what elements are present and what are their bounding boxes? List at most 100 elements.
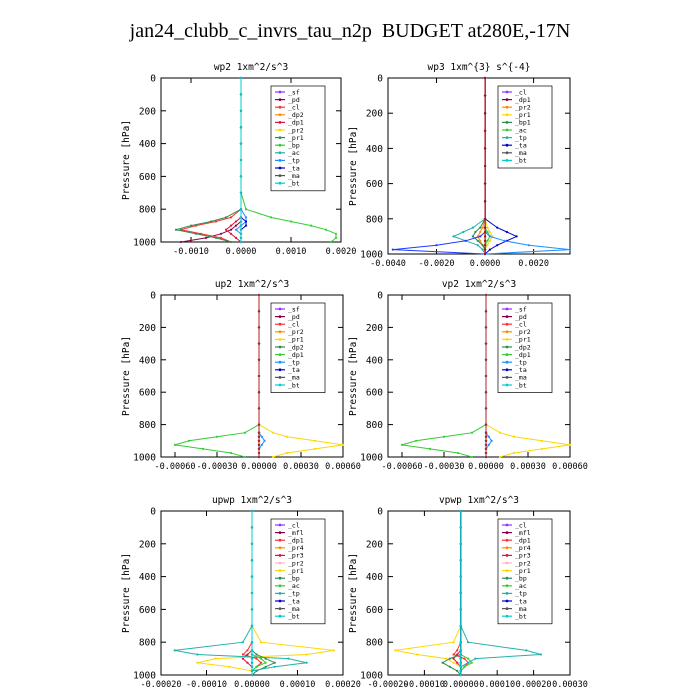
series-point <box>257 423 261 426</box>
series-point <box>173 443 177 446</box>
series-point <box>285 435 289 438</box>
series-point <box>260 443 263 446</box>
series-point <box>484 374 488 378</box>
legend-marker <box>278 546 282 550</box>
legend-marker <box>505 531 509 534</box>
chart-title: wp3 1xm^{3} s^{-4} <box>428 62 531 73</box>
series-point <box>486 239 489 242</box>
series-point <box>459 669 462 672</box>
series-line <box>395 511 462 675</box>
chart-title: up2 1xm^2/s^3 <box>215 279 289 290</box>
legend-label: _tp <box>515 134 527 142</box>
legend-label: _ma <box>515 149 527 157</box>
x-tick-label: -0.00010 <box>186 680 227 690</box>
series-point <box>257 374 261 378</box>
legend-marker <box>505 121 509 124</box>
legend-label: _bp1 <box>515 119 531 127</box>
series-point <box>229 228 233 231</box>
legend-marker <box>278 607 282 610</box>
x-tick-label: -0.00060 <box>155 462 196 472</box>
series-point <box>224 216 228 219</box>
series-point <box>459 591 462 595</box>
series-point <box>483 200 487 203</box>
x-tick-label: -0.00020 <box>141 680 182 690</box>
series-point <box>483 76 487 80</box>
series-point <box>215 435 219 438</box>
legend-label: _tp <box>288 590 300 598</box>
series-point <box>416 653 419 656</box>
series-point <box>470 661 473 664</box>
series-point <box>257 439 261 442</box>
legend-label: _pd <box>515 313 527 321</box>
series-point <box>250 559 254 562</box>
series-point <box>484 342 488 345</box>
series-point <box>239 93 243 96</box>
series-point <box>448 665 451 668</box>
y-axis-label: Pressure [hPa] <box>348 553 359 633</box>
series-point <box>496 244 499 247</box>
y-axis-label: Pressure [hPa] <box>348 126 359 206</box>
series-point <box>243 455 247 459</box>
y-tick-label: 600 <box>139 388 156 399</box>
x-tick-label: 0.00000 <box>443 680 479 690</box>
legend-marker <box>278 368 282 372</box>
legend-label: _cl <box>288 104 300 112</box>
y-tick-label: 800 <box>366 638 383 649</box>
legend-label: _pr1 <box>288 134 304 142</box>
legend-label: _pr1 <box>515 111 531 119</box>
legend-label: _bt <box>515 381 527 389</box>
series-point <box>483 182 487 185</box>
series-point <box>484 451 488 455</box>
x-tick-label: 0.00030 <box>510 462 546 472</box>
legend-marker <box>505 136 509 139</box>
x-tick-label: -0.00010 <box>404 680 445 690</box>
series-point <box>263 439 266 442</box>
x-tick-label: -0.00030 <box>197 462 238 472</box>
series-point <box>474 230 477 234</box>
x-tick-label: 0.00030 <box>283 462 319 472</box>
series-point <box>463 657 466 660</box>
legend-label: _bt <box>288 180 300 188</box>
legend-marker <box>278 113 282 117</box>
legend-label: _bt <box>515 157 527 165</box>
series-point <box>568 443 572 446</box>
legend-marker <box>278 181 282 185</box>
chart-title: wp2 1xm^2/s^3 <box>214 62 288 73</box>
legend-label: _dp2 <box>288 111 304 119</box>
series-point <box>341 443 345 446</box>
y-tick-label: 400 <box>139 355 156 366</box>
series-point <box>271 455 275 459</box>
y-tick-label: 200 <box>139 106 156 117</box>
legend-label: _pd <box>288 96 300 104</box>
y-tick-label: 1000 <box>133 671 156 682</box>
series-point <box>459 657 462 660</box>
legend-label: _ma <box>288 374 300 382</box>
series-point <box>173 649 176 652</box>
series-point <box>264 661 267 664</box>
series-point <box>257 455 261 459</box>
series-point <box>309 224 313 227</box>
series-point <box>512 451 516 455</box>
x-tick-label: 0.00020 <box>516 680 552 690</box>
legend-label: _pr1 <box>288 567 304 575</box>
series-point <box>474 657 477 660</box>
series-point <box>285 451 289 455</box>
series-point <box>239 142 243 145</box>
series-point <box>488 248 492 251</box>
series-point <box>527 244 530 247</box>
x-tick-label: 0.00060 <box>325 462 361 472</box>
plot-frame <box>160 294 344 458</box>
legend-marker <box>505 330 509 334</box>
series-point <box>250 669 254 672</box>
y-tick-label: 800 <box>139 205 156 216</box>
legend-label: _dp1 <box>288 351 304 359</box>
series-point <box>239 175 243 178</box>
legend-label: _ta <box>515 597 527 605</box>
series-point <box>239 240 243 244</box>
series-line <box>401 295 487 458</box>
series-point <box>452 235 455 238</box>
series-point <box>219 232 223 235</box>
legend-marker <box>505 376 509 379</box>
series-point <box>250 575 254 578</box>
x-tick-label: 0.0020 <box>326 247 357 257</box>
